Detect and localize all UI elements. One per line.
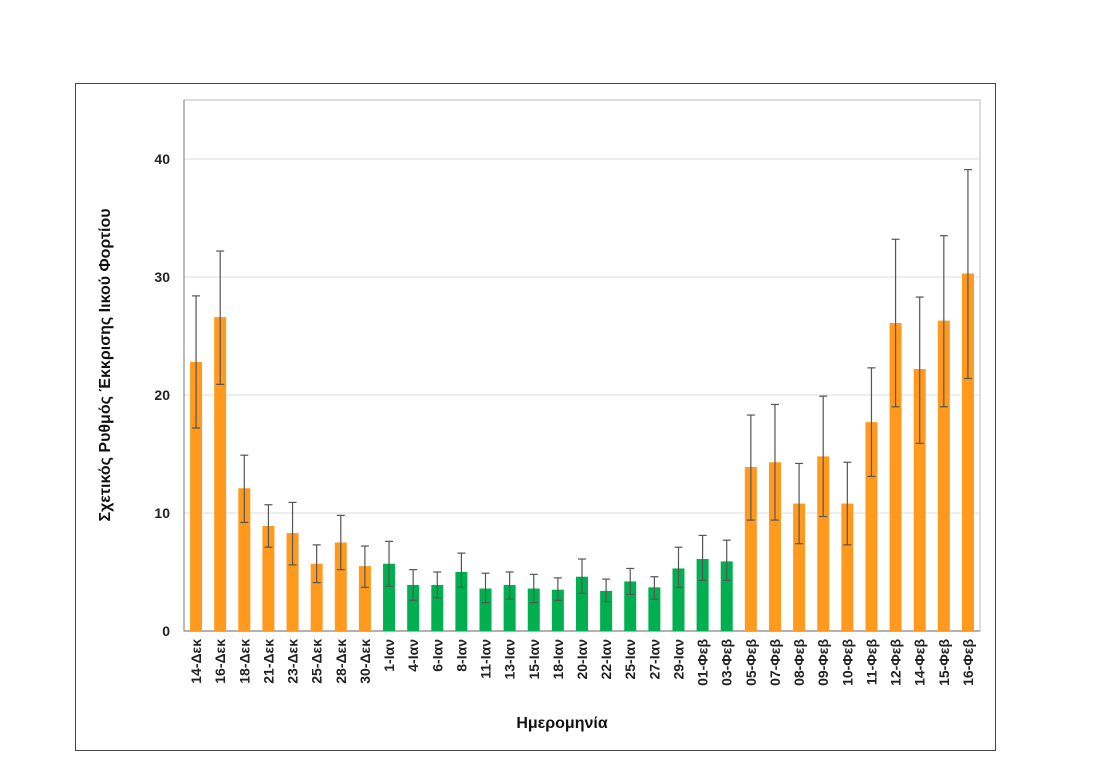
- y-tick-label: 40: [154, 151, 170, 167]
- x-tick-label: 14-Φεβ: [912, 639, 928, 686]
- x-tick-label: 12-Φεβ: [888, 639, 904, 686]
- bar: [214, 317, 227, 631]
- x-tick-label: 15-Φεβ: [936, 639, 952, 686]
- x-tick-label: 6-Ιαν: [429, 639, 445, 672]
- x-tick-label: 18-Δεκ: [236, 639, 252, 684]
- bar: [262, 525, 275, 631]
- x-tick-label: 07-Φεβ: [767, 639, 783, 686]
- bar: [576, 576, 588, 631]
- bar: [768, 462, 781, 631]
- bar: [793, 503, 806, 631]
- bar: [310, 563, 323, 631]
- x-tick-label: 11-Φεβ: [863, 639, 879, 686]
- x-tick-label: 25-Δεκ: [309, 639, 325, 684]
- x-tick-label: 22-Ιαν: [598, 639, 614, 680]
- x-tick-label: 03-Φεβ: [719, 639, 735, 686]
- x-tick-label: 20-Ιαν: [574, 639, 590, 680]
- bar: [431, 584, 444, 631]
- bar: [648, 587, 661, 631]
- x-tick-label: 05-Φεβ: [743, 639, 759, 686]
- bar: [913, 369, 926, 631]
- bar: [889, 323, 902, 631]
- x-tick-label: 13-Ιαν: [502, 639, 518, 680]
- bar: [817, 456, 830, 631]
- x-tick-label: 4-Ιαν: [405, 639, 421, 672]
- y-tick-label: 10: [154, 505, 170, 521]
- x-tick-label: 25-Ιαν: [622, 639, 638, 680]
- x-tick-label: 29-Ιαν: [670, 639, 686, 680]
- x-tick-label: 15-Ιαν: [526, 639, 542, 680]
- bar: [334, 542, 347, 631]
- x-tick-label: 8-Ιαν: [453, 639, 469, 672]
- bar: [358, 566, 371, 631]
- y-tick-label: 30: [154, 269, 170, 285]
- x-tick-label: 10-Φεβ: [839, 639, 855, 686]
- bar: [937, 320, 950, 631]
- bar: [383, 563, 396, 631]
- bar: [527, 588, 540, 631]
- bar: [190, 361, 203, 631]
- bar: [407, 584, 420, 631]
- bar: [672, 568, 685, 631]
- x-tick-label: 09-Φεβ: [815, 639, 831, 686]
- x-tick-label: 27-Ιαν: [646, 639, 662, 680]
- x-tick-label: 18-Ιαν: [550, 639, 566, 680]
- x-tick-label: 16-Φεβ: [960, 639, 976, 686]
- x-tick-label: 30-Δεκ: [357, 639, 373, 684]
- x-tick-label: 23-Δεκ: [285, 639, 301, 684]
- x-tick-label: 21-Δεκ: [260, 639, 276, 684]
- bar: [961, 273, 974, 631]
- plot-area: [183, 99, 981, 632]
- x-tick-label: 08-Φεβ: [791, 639, 807, 686]
- y-tick-label: 0: [162, 623, 170, 639]
- x-tick-label: 1-Ιαν: [381, 639, 397, 672]
- bar: [744, 466, 757, 631]
- bar: [238, 488, 251, 631]
- bar: [503, 584, 516, 631]
- bar: [696, 559, 709, 631]
- y-tick-label: 20: [154, 387, 170, 403]
- bar: [841, 503, 854, 631]
- x-tick-label: 11-Ιαν: [478, 639, 494, 679]
- bar: [286, 533, 299, 631]
- x-tick-label: 16-Δεκ: [212, 639, 228, 684]
- x-tick-label: 14-Δεκ: [188, 639, 204, 684]
- y-axis-title: Σχετικός Ρυθμός Έκκρισης Ιικού Φορτίου: [97, 208, 114, 521]
- chart-frame: [75, 83, 996, 751]
- bar: [720, 561, 733, 631]
- x-tick-label: 01-Φεβ: [695, 639, 711, 686]
- bar: [865, 422, 878, 631]
- bar: [479, 588, 492, 631]
- x-axis-title: Ημερομηνία: [516, 715, 608, 732]
- x-tick-label: 28-Δεκ: [333, 639, 349, 684]
